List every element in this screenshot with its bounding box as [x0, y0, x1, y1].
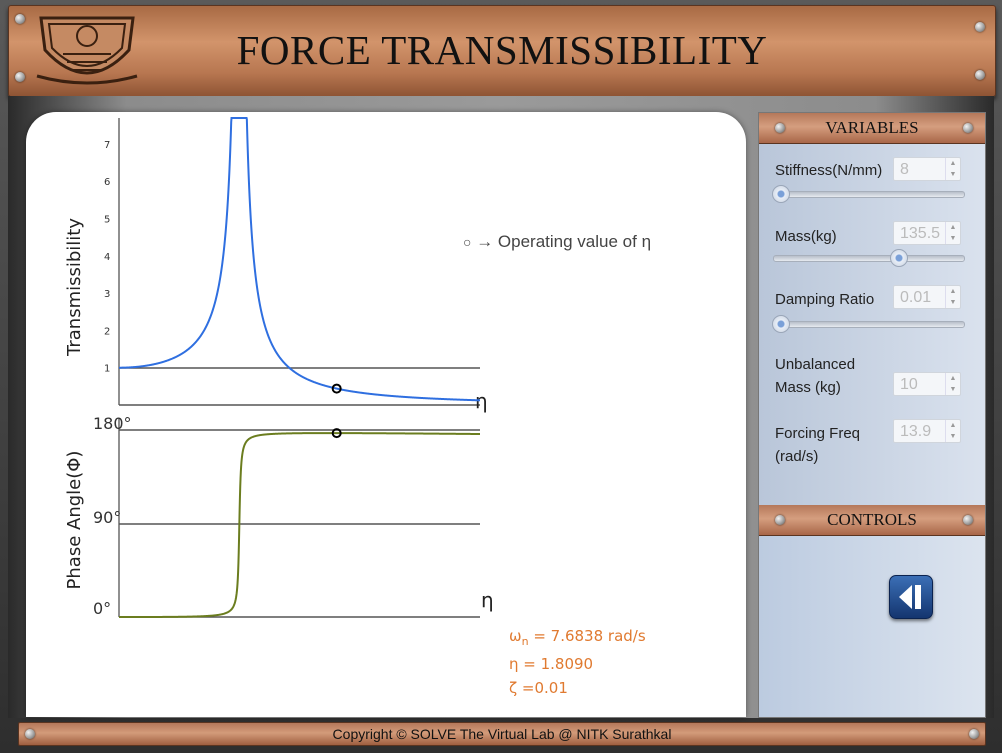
page-title: FORCE TRANSMISSIBILITY	[236, 27, 768, 73]
stiffness-input[interactable]: 8 ▲ ▼	[893, 157, 961, 181]
screw-icon	[775, 515, 785, 525]
top-tick-label: 4	[104, 252, 110, 263]
phase-operating-point-marker	[331, 428, 342, 439]
top-tick-label: 2	[104, 326, 110, 337]
legend-circle-icon: ○	[463, 234, 472, 250]
spin-down-icon: ▼	[949, 386, 957, 393]
screw-icon	[25, 729, 35, 739]
screw-icon	[963, 515, 973, 525]
operating-point-marker	[331, 383, 342, 394]
top-x-label: η	[475, 389, 488, 413]
slider-thumb[interactable]	[772, 315, 790, 333]
top-tick-labels: 1 2 3 4 5 6 7	[104, 140, 110, 375]
damping-input[interactable]: 0.01 ▲ ▼	[893, 285, 961, 309]
controls-header: CONTROLS	[759, 505, 985, 536]
transmissibility-curve	[119, 117, 481, 402]
bottom-y-label: Phase Angle(Φ)	[64, 451, 85, 590]
spin-up-icon: ▲	[949, 224, 957, 231]
unbalanced-mass-input[interactable]: 10 ▲ ▼	[893, 372, 961, 396]
spin-down-icon: ▼	[949, 299, 957, 306]
header-bar: FORCE TRANSMISSIBILITY	[8, 5, 996, 97]
legend-text: → Operating value of η	[476, 232, 652, 251]
step-back-icon	[899, 585, 921, 609]
step-back-button[interactable]	[889, 575, 933, 619]
top-tick-label: 1	[104, 364, 110, 375]
zeta-readout: ζ =0.01	[509, 679, 568, 697]
spin-up-icon: ▲	[949, 288, 957, 295]
spin-up-icon: ▲	[949, 375, 957, 382]
nitk-logo-icon	[36, 16, 138, 85]
phase-tick-90: 90°	[93, 508, 121, 527]
top-y-label: Transmissibility	[64, 218, 85, 357]
spin-down-icon: ▼	[949, 171, 957, 178]
mass-slider[interactable]	[773, 249, 965, 267]
mass-input[interactable]: 135.5 ▲ ▼	[893, 221, 961, 245]
controls-body	[759, 535, 985, 717]
bottom-x-label: η	[481, 588, 494, 612]
spin-up-icon: ▲	[949, 422, 957, 429]
top-tick-label: 6	[104, 177, 110, 188]
natural-frequency-readout: ωn = 7.6838 rad/s	[509, 627, 646, 648]
slider-thumb[interactable]	[772, 185, 790, 203]
stiffness-slider[interactable]	[772, 185, 965, 203]
damping-slider[interactable]	[772, 315, 965, 333]
copyright-text: Copyright © SOLVE The Virtual Lab @ NITK…	[332, 726, 672, 742]
screw-icon	[969, 729, 979, 739]
phase-tick-0: 0°	[93, 599, 111, 618]
phase-curve	[119, 432, 480, 618]
screw-icon	[15, 72, 25, 82]
spin-up-icon: ▲	[949, 160, 957, 167]
side-panel: VARIABLES Stiffness(N/mm) 8 ▲ ▼ Mass(kg) …	[758, 112, 986, 718]
screw-icon	[15, 14, 25, 24]
top-tick-label: 3	[104, 289, 110, 300]
damping-label: Damping Ratio	[775, 291, 875, 308]
forcing-freq-label: Forcing Freq (rad/s)	[775, 425, 861, 465]
spin-down-icon: ▼	[949, 235, 957, 242]
screw-icon	[775, 123, 785, 133]
screw-icon	[975, 70, 985, 80]
top-tick-label: 7	[104, 140, 110, 151]
spin-down-icon: ▼	[949, 433, 957, 440]
unbalanced-mass-label: Unbalanced Mass (kg)	[775, 356, 856, 396]
top-tick-label: 5	[104, 215, 110, 226]
variables-header: VARIABLES	[759, 113, 985, 144]
mass-label: Mass(kg)	[775, 228, 837, 245]
forcing-freq-input[interactable]: 13.9 ▲ ▼	[893, 419, 961, 443]
slider-thumb[interactable]	[890, 249, 909, 267]
footer-bar: Copyright © SOLVE The Virtual Lab @ NITK…	[18, 722, 986, 746]
screw-icon	[963, 123, 973, 133]
eta-readout: η = 1.8090	[509, 655, 594, 673]
screw-icon	[975, 22, 985, 32]
stiffness-label: Stiffness(N/mm)	[775, 162, 883, 179]
phase-tick-180: 180°	[93, 414, 132, 433]
legend: ○ → Operating value of η	[463, 232, 651, 252]
